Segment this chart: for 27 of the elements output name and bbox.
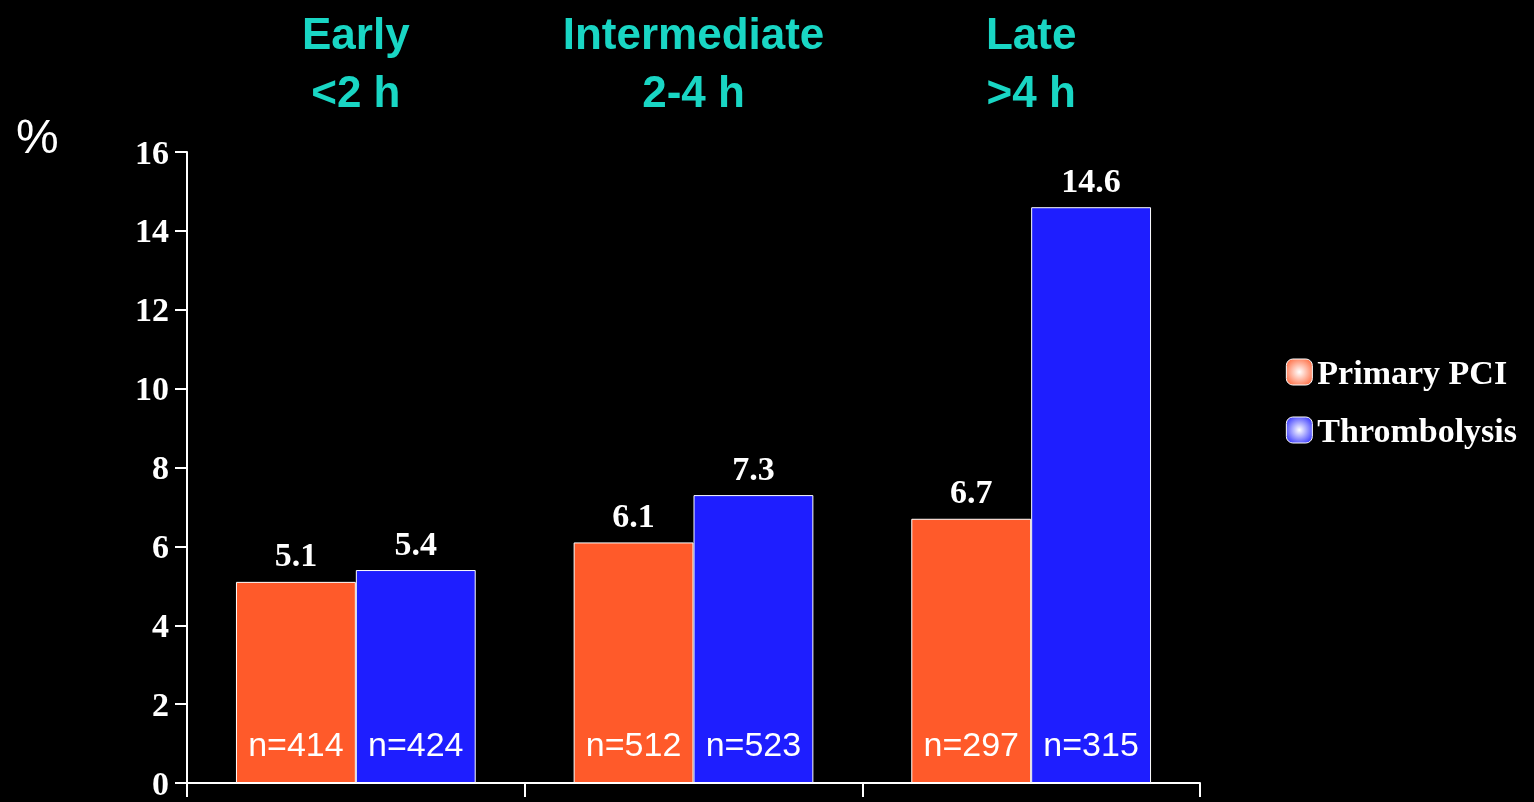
y-tick-label: 8 — [152, 449, 169, 486]
y-tick-label: 14 — [135, 212, 169, 250]
annotation: n=424 — [368, 724, 464, 763]
x-tick-label: Late >4 h — [985, 8, 1077, 116]
data-label: 7.3 — [732, 449, 775, 487]
y-tick-label: 4 — [152, 606, 169, 644]
legend-label: Thrombolysis — [1317, 411, 1518, 449]
data-label: 5.1 — [274, 536, 318, 574]
annotation: n=315 — [1043, 724, 1139, 763]
data-label: 5.4 — [394, 524, 438, 562]
annotation: n=512 — [585, 724, 682, 763]
legend-label: Primary PCI — [1317, 353, 1508, 391]
annotation: n=414 — [248, 724, 344, 763]
x-tick-label: Intermediate 2-4 h — [562, 8, 825, 116]
y-tick-label: 12 — [135, 291, 169, 329]
annotation: n=523 — [705, 724, 802, 763]
annotation: n=297 — [923, 724, 1019, 763]
y-tick-label: 6 — [152, 527, 169, 565]
y-tick-label: 16 — [135, 133, 169, 171]
y-tick-label: 2 — [152, 685, 169, 723]
y-tick-label: 0 — [152, 764, 169, 802]
data-label: 6.1 — [612, 496, 655, 534]
data-label: 6.7 — [949, 473, 993, 511]
data-label: 14.6 — [1061, 161, 1121, 199]
y-axis-title: % — [16, 109, 59, 163]
y-tick-label: 10 — [135, 370, 169, 408]
x-tick-label: Early <2 h — [302, 8, 411, 116]
